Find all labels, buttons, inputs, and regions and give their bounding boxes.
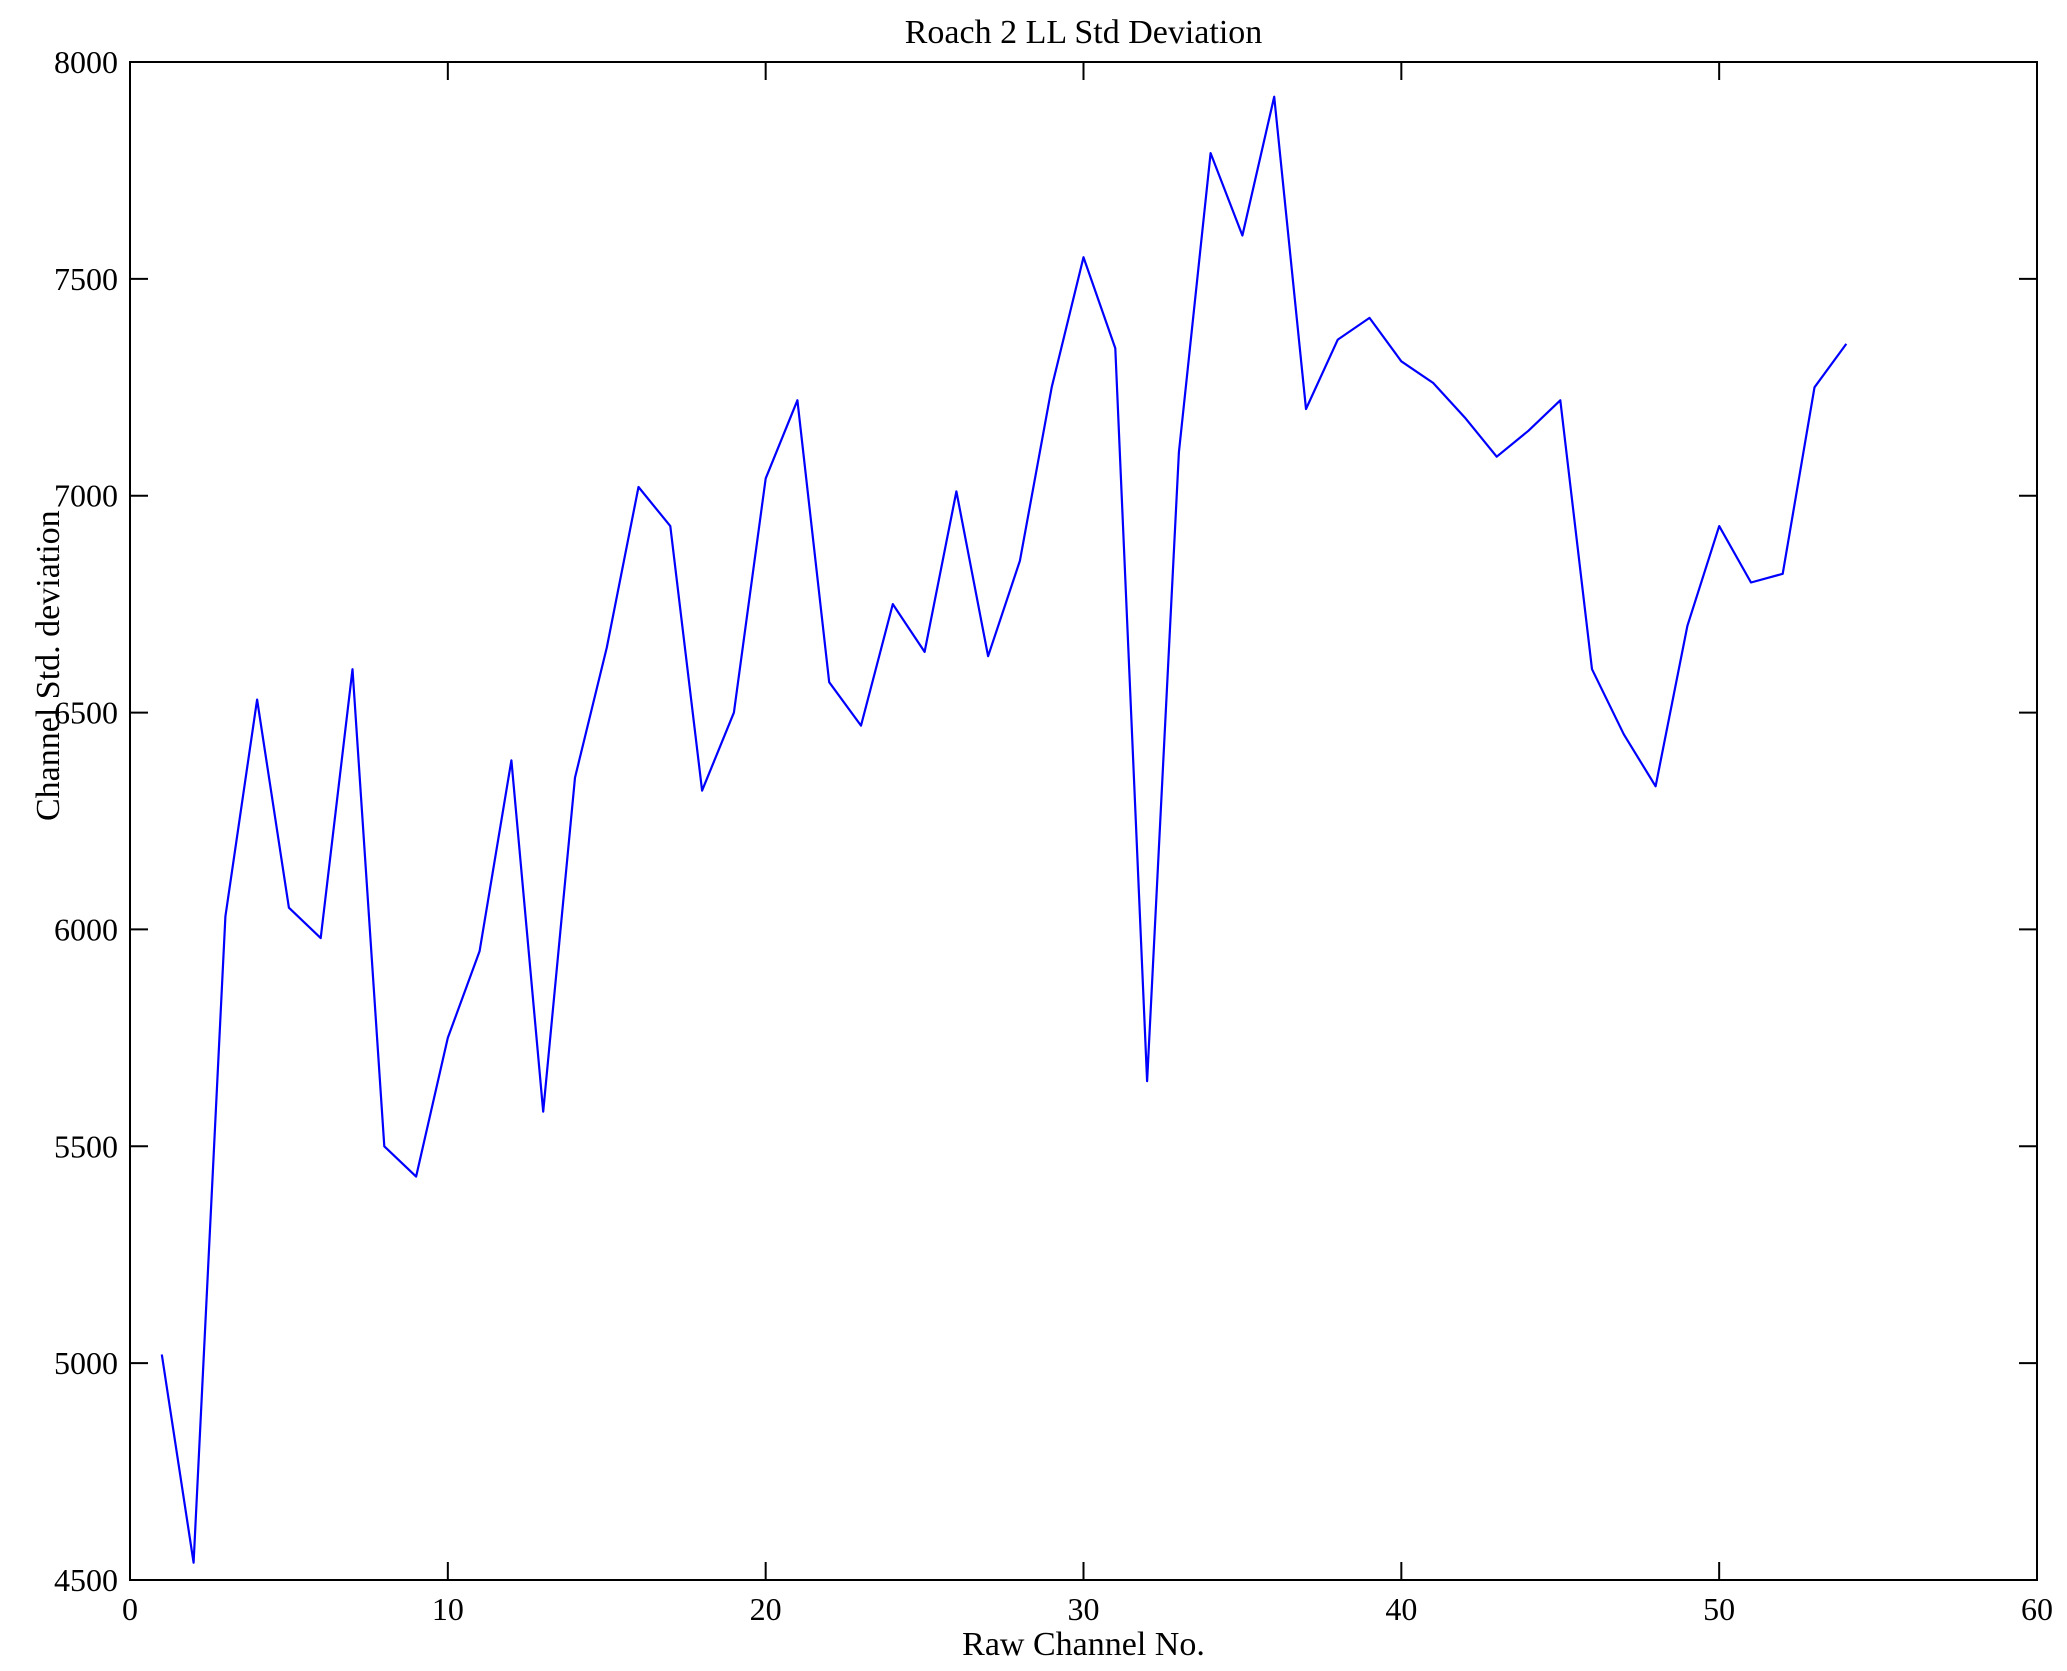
x-tick-label: 20	[750, 1591, 782, 1627]
y-tick-label: 4500	[54, 1562, 118, 1598]
y-tick-label: 8000	[54, 44, 118, 80]
y-tick-label: 5500	[54, 1128, 118, 1164]
x-tick-label: 0	[122, 1591, 138, 1627]
x-tick-label: 60	[2021, 1591, 2053, 1627]
y-tick-label: 7500	[54, 261, 118, 297]
x-tick-label: 40	[1385, 1591, 1417, 1627]
x-tick-label: 50	[1703, 1591, 1735, 1627]
y-tick-label: 5000	[54, 1345, 118, 1381]
data-line	[160, 95, 1848, 1564]
axes-box	[129, 61, 2038, 1581]
y-tick-label: 7000	[54, 478, 118, 514]
x-axis-label: Raw Channel No.	[962, 1626, 1205, 1663]
y-tick-label: 6000	[54, 911, 118, 947]
x-tick-label: 10	[432, 1591, 464, 1627]
chart-title: Roach 2 LL Std Deviation	[904, 14, 1263, 51]
y-tick-label: 6500	[54, 695, 118, 731]
x-tick-label: 30	[1068, 1591, 1100, 1627]
